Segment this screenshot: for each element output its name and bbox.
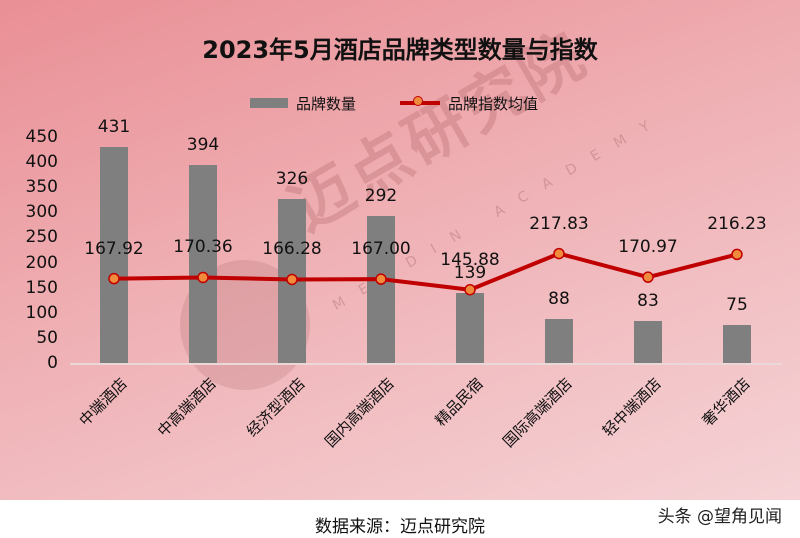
y-tick-label: 250: [25, 227, 58, 248]
bar-value-label: 88: [548, 288, 570, 309]
line-value-label: 167.00: [351, 239, 411, 260]
line-marker-icon: [553, 247, 565, 260]
bar-value-label: 431: [97, 116, 131, 137]
legend-bar-label: 品牌数量: [296, 94, 357, 113]
author-credit: 头条 @望角见闻: [657, 507, 782, 527]
line-marker-icon: [108, 272, 120, 285]
line-marker-icon: [464, 283, 476, 296]
line-value-label: 166.28: [262, 239, 322, 260]
line-value-label: 145.88: [440, 249, 500, 270]
line-value-label: 216.23: [707, 214, 767, 235]
y-tick-label: 400: [25, 152, 58, 173]
chart-background: [0, 0, 800, 500]
y-tick-label: 0: [47, 353, 58, 373]
line-marker-icon: [375, 273, 387, 285]
line-value-label: 170.97: [618, 237, 678, 258]
legend-bar-swatch-icon: [250, 98, 288, 108]
y-tick-label: 450: [25, 127, 58, 147]
legend-line-label: 品牌指数均值: [448, 94, 539, 113]
line-marker-icon: [286, 273, 298, 286]
x-axis-line: [70, 363, 782, 365]
bar: [545, 318, 573, 363]
index-line-series: [108, 247, 743, 296]
bar-value-label: 83: [637, 291, 659, 312]
bar-value-label: 139: [453, 263, 487, 284]
bar: [100, 146, 128, 363]
y-tick-label: 350: [25, 177, 58, 198]
bar: [456, 293, 484, 363]
line-marker-icon: [731, 248, 743, 261]
line-value-label: 170.36: [173, 237, 233, 258]
line-value-label: 217.83: [529, 213, 589, 234]
data-source: 数据来源：迈点研究院: [315, 517, 485, 537]
line-value-label: 167.92: [84, 238, 144, 259]
y-tick-label: 50: [36, 327, 58, 348]
bar-value-label: 75: [726, 295, 748, 316]
bar: [367, 216, 395, 363]
y-tick-label: 150: [25, 277, 58, 298]
line-marker-icon: [642, 271, 654, 283]
legend-line-swatch-icon: [400, 96, 441, 106]
bar: [723, 325, 751, 363]
bar: [189, 165, 217, 363]
bar: [634, 321, 662, 363]
y-tick-label: 300: [25, 202, 58, 223]
chart-title: 2023年5月酒店品牌类型数量与指数: [202, 36, 598, 64]
bar-value-label: 292: [364, 186, 398, 207]
line-marker-icon: [197, 271, 209, 284]
bar-value-label: 326: [275, 169, 309, 190]
bar-value-label: 394: [186, 135, 220, 156]
legend: 品牌数量 品牌指数均值: [250, 92, 538, 114]
y-tick-label: 100: [25, 302, 58, 323]
y-tick-label: 200: [25, 252, 58, 273]
